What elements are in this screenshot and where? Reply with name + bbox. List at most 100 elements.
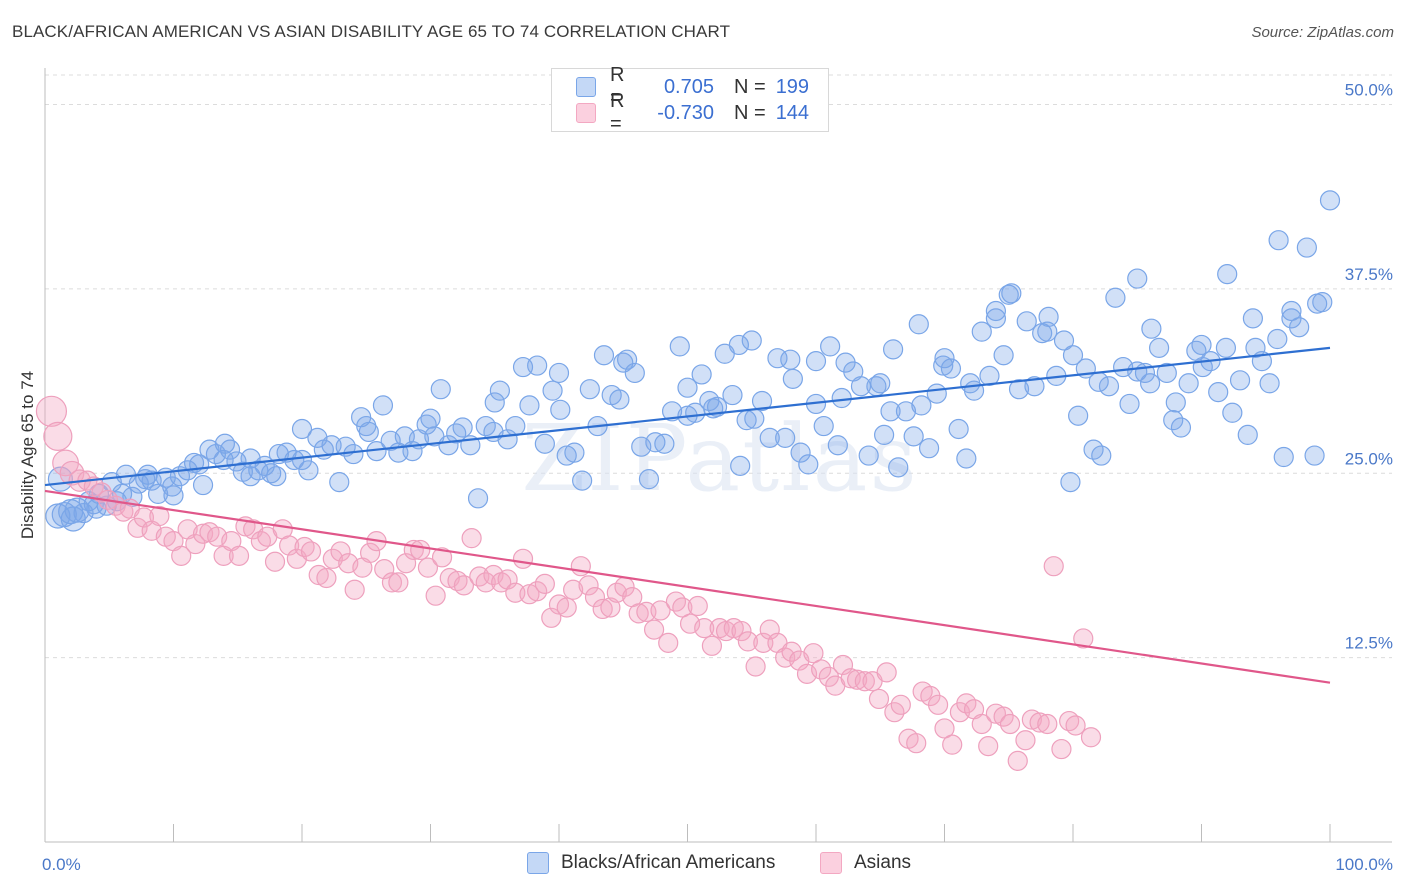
data-point: [542, 380, 563, 401]
data-point: [1015, 730, 1036, 751]
data-point: [291, 449, 313, 471]
data-point: [45, 503, 71, 529]
data-point: [888, 457, 909, 478]
data-point: [149, 505, 170, 527]
data-point: [858, 445, 879, 466]
data-point: [1178, 373, 1199, 394]
data-point: [730, 455, 751, 476]
data-point: [1053, 330, 1075, 351]
data-point: [803, 643, 824, 664]
data-point: [475, 572, 496, 593]
data-point: [1029, 712, 1050, 733]
data-point: [775, 427, 796, 448]
legend-r-value: -0.730: [657, 101, 714, 124]
data-point: [759, 427, 780, 448]
data-point: [1237, 424, 1258, 445]
data-point: [890, 694, 911, 715]
data-point: [572, 470, 593, 491]
data-point: [813, 415, 834, 437]
data-point: [790, 442, 811, 463]
data-point: [658, 632, 679, 653]
axes: [44, 68, 1392, 843]
data-point: [978, 736, 999, 757]
data-point: [731, 620, 752, 642]
y-tick-label: 12.5%: [1345, 634, 1393, 653]
data-point: [979, 365, 1000, 386]
series-name-asian: Asians: [854, 852, 912, 873]
data-point: [171, 545, 192, 566]
data-point: [550, 399, 571, 420]
data-point: [715, 620, 737, 642]
legend-n-value: 144: [775, 101, 810, 124]
legend-n-value: 199: [775, 75, 810, 98]
data-point: [1021, 709, 1042, 730]
x-tick-label-min: 0.0%: [42, 855, 81, 874]
data-point: [728, 334, 750, 356]
trend-line-black: [44, 346, 1331, 487]
data-point: [35, 395, 68, 427]
data-point: [556, 597, 577, 618]
data-point: [316, 567, 337, 589]
data-point: [643, 619, 665, 640]
data-point: [527, 355, 548, 376]
data-point: [876, 662, 897, 683]
data-point: [926, 383, 947, 404]
data-point: [600, 597, 621, 618]
data-point: [960, 373, 981, 394]
chart-title: BLACK/AFRICAN AMERICAN VS ASIAN DISABILI…: [12, 22, 731, 41]
data-point: [956, 448, 977, 469]
data-point: [811, 659, 832, 680]
data-point: [1215, 337, 1237, 358]
data-point: [1051, 738, 1072, 760]
data-point: [1208, 382, 1229, 403]
data-point: [854, 671, 875, 692]
data-point: [723, 618, 744, 639]
data-point: [1296, 237, 1317, 258]
data-point: [548, 594, 570, 615]
data-point: [971, 321, 992, 342]
data-point: [1037, 713, 1058, 735]
data-point: [484, 392, 505, 413]
data-point: [322, 548, 343, 569]
data-point: [669, 336, 690, 357]
data-point: [918, 438, 940, 459]
data-point: [650, 600, 671, 621]
series-legend-black: Blacks/African Americans: [527, 852, 775, 874]
data-point: [613, 352, 634, 373]
data-point: [1191, 334, 1212, 356]
data-point: [805, 351, 827, 372]
data-point: [593, 345, 615, 366]
data-point: [534, 573, 555, 594]
data-point: [1127, 268, 1148, 289]
data-point: [654, 433, 675, 454]
data-point: [741, 330, 762, 351]
data-point: [1165, 392, 1186, 413]
trend-layer: [44, 346, 1331, 684]
data-point: [1319, 190, 1341, 211]
data-point: [691, 364, 712, 385]
data-point: [330, 541, 351, 562]
data-point: [431, 547, 453, 568]
data-point: [410, 539, 431, 561]
data-point: [1065, 715, 1086, 736]
data-point: [1073, 628, 1094, 649]
data-point: [60, 506, 86, 532]
data-point: [564, 442, 585, 463]
legend-r-label: R =: [610, 64, 625, 109]
data-point: [298, 460, 319, 481]
data-point: [934, 348, 955, 369]
data-point: [624, 362, 645, 384]
data-point: [780, 349, 801, 370]
data-point: [1008, 379, 1030, 400]
data-point: [1098, 376, 1120, 397]
data-point: [1304, 445, 1325, 466]
legend-r-label: R =: [610, 90, 625, 135]
data-point: [228, 545, 250, 566]
data-point: [847, 669, 868, 690]
data-point: [266, 466, 287, 487]
data-point: [584, 587, 606, 608]
series-swatch-asian: [820, 852, 842, 874]
data-point: [519, 395, 540, 416]
data-point: [1273, 446, 1294, 468]
